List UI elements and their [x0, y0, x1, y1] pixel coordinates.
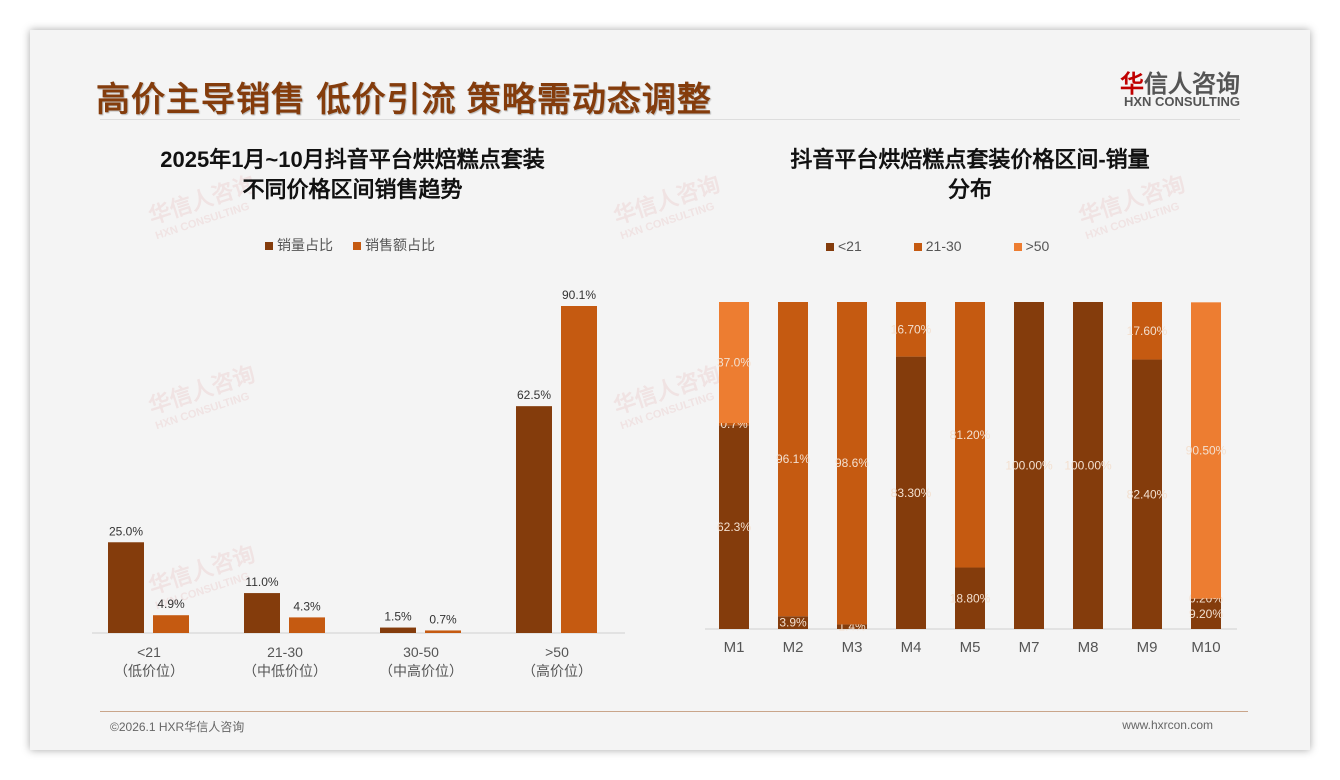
legend-item: >50 — [1013, 238, 1050, 254]
bar-sales-amount — [289, 617, 325, 633]
footer-copyright: ©2026.1 HXR华信人咨询 — [110, 720, 245, 734]
legend-label: 21-30 — [925, 238, 962, 254]
legend-item: 销售额占比 — [353, 235, 435, 255]
data-label: 82.40% — [1127, 487, 1168, 501]
data-label: 3.9% — [779, 616, 807, 630]
stacked-bar-segment — [955, 302, 985, 568]
header-divider — [100, 119, 1240, 120]
stacked-bar-segment — [837, 302, 867, 625]
data-label: 16.70% — [891, 322, 932, 336]
title-line: 2025年1月~10月抖音平台烘焙糕点套装 — [160, 147, 545, 172]
data-label: 100.00% — [1064, 459, 1112, 473]
data-label: 4.9% — [157, 597, 185, 611]
data-label: 9.20% — [1189, 607, 1223, 621]
data-label: 96.1% — [776, 452, 810, 466]
x-tick-label: M10 — [1191, 639, 1220, 656]
data-label: 11.0% — [245, 575, 278, 589]
data-label: 4.3% — [293, 599, 321, 613]
stacked-bar-segment — [719, 425, 749, 629]
data-label: 90.50% — [1186, 443, 1227, 457]
bar-sales-amount — [561, 306, 597, 633]
x-tick-label: M7 — [1019, 639, 1040, 656]
logo-en: HXN CONSULTING — [1123, 94, 1240, 109]
stacked-bar-segment — [1191, 598, 1221, 599]
x-tick-label: M5 — [960, 639, 981, 656]
legend-label: <21 — [838, 238, 862, 254]
data-label: 98.6% — [835, 456, 869, 470]
legend-label: 销售额占比 — [365, 237, 435, 253]
x-tick-label: M9 — [1137, 639, 1158, 656]
bar-volume — [244, 593, 280, 633]
x-tick-label: M8 — [1078, 639, 1099, 656]
stacked-bar-segment — [896, 302, 926, 357]
bar-volume — [108, 542, 144, 633]
stacked-bar-segment — [1014, 302, 1044, 629]
right-legend: <21 21-30 >50 — [826, 238, 1049, 254]
x-tick-sublabel: （低价位） — [114, 663, 184, 679]
title-line: 抖音平台烘焙糕点套装价格区间-销量 — [790, 147, 1150, 172]
legend-item: <21 — [826, 238, 862, 254]
stacked-bar-segment — [1132, 302, 1162, 360]
bar-sales-amount — [153, 615, 189, 633]
data-label: 25.0% — [109, 524, 143, 538]
legend-swatch — [826, 243, 834, 251]
stacked-bar-segment — [1191, 302, 1221, 599]
bar-sales-amount — [425, 630, 461, 633]
right-chart-title: 抖音平台烘焙糕点套装价格区间-销量 分布 — [720, 145, 1220, 205]
x-tick-label: M4 — [901, 639, 922, 656]
legend-item: 销量占比 — [265, 235, 333, 255]
footer-url: www.hxrcon.com — [1122, 718, 1213, 732]
footer-divider — [100, 711, 1248, 712]
x-tick-sublabel: （高价位） — [522, 663, 592, 679]
data-label: 18.80% — [950, 591, 991, 605]
legend-swatch — [265, 242, 273, 250]
x-tick-sublabel: （中高价位） — [379, 663, 463, 679]
legend-item: 21-30 — [913, 238, 962, 254]
page-title: 高价主导销售 低价引流 策略需动态调整 — [96, 81, 712, 119]
stacked-bar-segment — [896, 356, 926, 629]
legend-swatch — [353, 242, 361, 250]
stacked-bar-segment — [955, 567, 985, 629]
stacked-bar-segment — [837, 624, 867, 629]
x-tick-label: 21-30 — [267, 644, 303, 660]
data-label: 62.3% — [717, 520, 751, 534]
stacked-bar-segment — [778, 302, 808, 617]
legend-swatch — [1013, 243, 1022, 251]
x-tick-label: 30-50 — [403, 644, 439, 660]
data-label: 81.20% — [950, 428, 991, 442]
left-chart-title: 2025年1月~10月抖音平台烘焙糕点套装 不同价格区间销售趋势 — [100, 145, 605, 205]
bar-volume — [380, 627, 416, 633]
stacked-bar-segment — [1132, 359, 1162, 629]
stacked-bar-segment — [719, 422, 749, 426]
data-label: 1.5% — [384, 610, 412, 624]
x-tick-label: M1 — [724, 639, 745, 656]
x-tick-label: M2 — [783, 639, 804, 656]
x-tick-label: >50 — [545, 644, 569, 660]
logo-cn: 华信人咨询 — [1120, 71, 1240, 98]
data-label: 90.1% — [562, 288, 596, 302]
data-label: 62.5% — [517, 388, 551, 402]
x-tick-label: <21 — [137, 644, 161, 660]
title-line: 不同价格区间销售趋势 — [242, 177, 463, 202]
stacked-bar-segment — [1073, 302, 1103, 629]
data-label: 17.60% — [1127, 324, 1168, 338]
x-tick-sublabel: （中低价位） — [243, 663, 327, 679]
data-label: 37.0% — [717, 355, 751, 369]
left-legend: 销量占比 销售额占比 — [265, 235, 435, 255]
x-tick-label: M3 — [842, 639, 863, 656]
stacked-bar-segment — [1191, 598, 1221, 629]
legend-label: >50 — [1025, 238, 1050, 254]
data-label: 83.30% — [891, 486, 932, 500]
data-label: 100.00% — [1005, 459, 1053, 473]
legend-label: 销量占比 — [277, 237, 333, 253]
data-label: 0.7% — [429, 612, 457, 626]
stacked-bar-segment — [719, 302, 749, 423]
stacked-bar-segment — [778, 616, 808, 629]
title-line: 分布 — [947, 177, 992, 202]
bar-volume — [516, 406, 552, 633]
legend-swatch — [913, 243, 922, 251]
